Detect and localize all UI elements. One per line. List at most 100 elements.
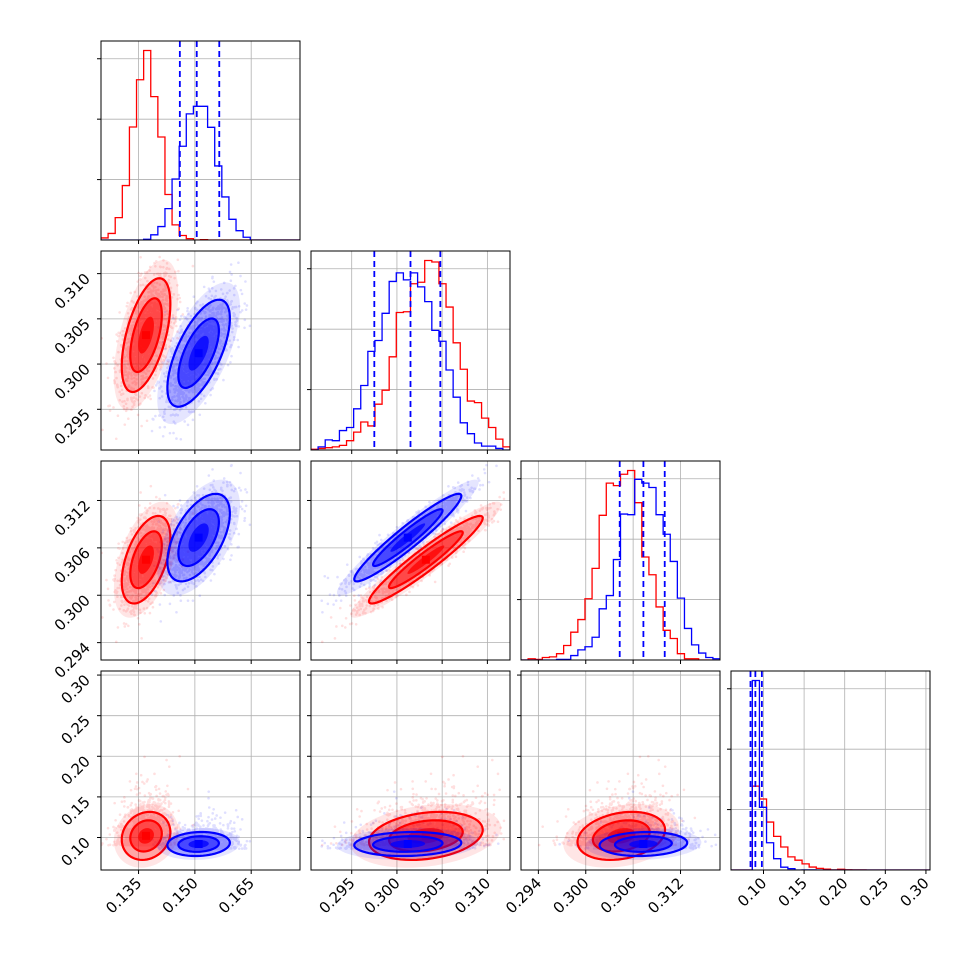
scatter-point [129, 291, 133, 295]
scatter-point [158, 603, 162, 606]
scatter-point [126, 301, 129, 305]
scatter-point [141, 589, 144, 593]
scatter-point [174, 384, 177, 388]
scatter-point [146, 386, 150, 390]
scatter-point [172, 566, 176, 570]
scatter-point [132, 402, 136, 406]
scatter-point [152, 286, 156, 289]
scatter-point [177, 307, 181, 311]
scatter-point [226, 299, 229, 302]
scatter-point [169, 561, 173, 564]
scatter-point [232, 287, 236, 290]
scatter-point [160, 532, 164, 536]
scatter-point [163, 528, 167, 532]
scatter-point [176, 394, 179, 398]
scatter-point [162, 542, 166, 546]
scatter-point [159, 591, 163, 595]
scatter-point [204, 294, 208, 298]
scatter-point [136, 295, 139, 298]
scatter-point [171, 367, 175, 370]
scatter-point [112, 366, 116, 370]
scatter-point [115, 376, 118, 380]
scatter-point [195, 388, 198, 392]
scatter-point [243, 326, 246, 330]
scatter-point [222, 327, 226, 330]
scatter-point [108, 409, 112, 412]
scatter-point [161, 434, 165, 438]
scatter-point [143, 371, 146, 374]
scatter-point [167, 278, 171, 282]
scatter-point [159, 580, 163, 584]
scatter-point [240, 309, 244, 312]
scatter-point [192, 295, 196, 299]
scatter-point [214, 314, 218, 318]
scatter-point [210, 497, 214, 500]
scatter-point [191, 264, 195, 268]
scatter-point [127, 345, 130, 349]
scatter-point [189, 326, 192, 329]
scatter-point [169, 524, 173, 527]
scatter-point [144, 376, 147, 380]
scatter-point [159, 290, 163, 294]
scatter-point [244, 488, 247, 491]
scatter-point [156, 507, 160, 510]
scatter-point [211, 361, 214, 365]
scatter-point [192, 582, 196, 585]
scatter-point [165, 528, 169, 532]
scatter-point [177, 570, 181, 574]
scatter-point [164, 271, 167, 274]
scatter-point [188, 331, 191, 335]
scatter-point [114, 370, 117, 374]
scatter-point [164, 298, 168, 302]
scatter-point [171, 314, 175, 317]
scatter-point [160, 562, 163, 565]
scatter-point [158, 255, 161, 259]
scatter-point [166, 338, 170, 341]
scatter-point [148, 526, 151, 530]
scatter-point [164, 524, 168, 528]
scatter-point [191, 418, 195, 422]
scatter-point [179, 390, 182, 393]
scatter-point [162, 258, 165, 262]
scatter-point [126, 624, 130, 628]
scatter-point [190, 499, 193, 502]
scatter-point [138, 278, 142, 281]
scatter-point [177, 537, 181, 541]
scatter-point [172, 349, 176, 352]
scatter-point [165, 398, 169, 402]
scatter-point [126, 311, 130, 315]
scatter-point [173, 395, 176, 398]
scatter-point [219, 339, 223, 343]
scatter-point [178, 575, 181, 579]
scatter-point [142, 528, 145, 531]
scatter-point [208, 290, 212, 293]
scatter-point [129, 589, 132, 593]
scatter-point [229, 279, 233, 283]
scatter-point [176, 330, 179, 333]
scatter-point [186, 388, 189, 392]
scatter-point [163, 408, 167, 411]
scatter-point [223, 329, 226, 332]
scatter-point [179, 314, 183, 318]
scatter-point [132, 613, 136, 616]
scatter-point [149, 602, 152, 606]
scatter-point [225, 348, 228, 352]
scatter-point [161, 551, 165, 554]
scatter-point [174, 558, 177, 562]
scatter-point [198, 594, 202, 598]
scatter-point [169, 350, 173, 353]
scatter-point [145, 375, 149, 379]
scatter-point [126, 578, 130, 581]
scatter-point [165, 576, 169, 580]
scatter-point [160, 395, 164, 398]
scatter-point [140, 378, 143, 381]
scatter-point [182, 573, 186, 577]
scatter-point [130, 326, 134, 329]
scatter-point [222, 306, 226, 310]
scatter-point [173, 414, 177, 417]
scatter-point [123, 369, 127, 372]
scatter-point [215, 316, 219, 320]
scatter-point [134, 397, 138, 400]
scatter-point [137, 519, 140, 522]
scatter-point [134, 382, 138, 385]
